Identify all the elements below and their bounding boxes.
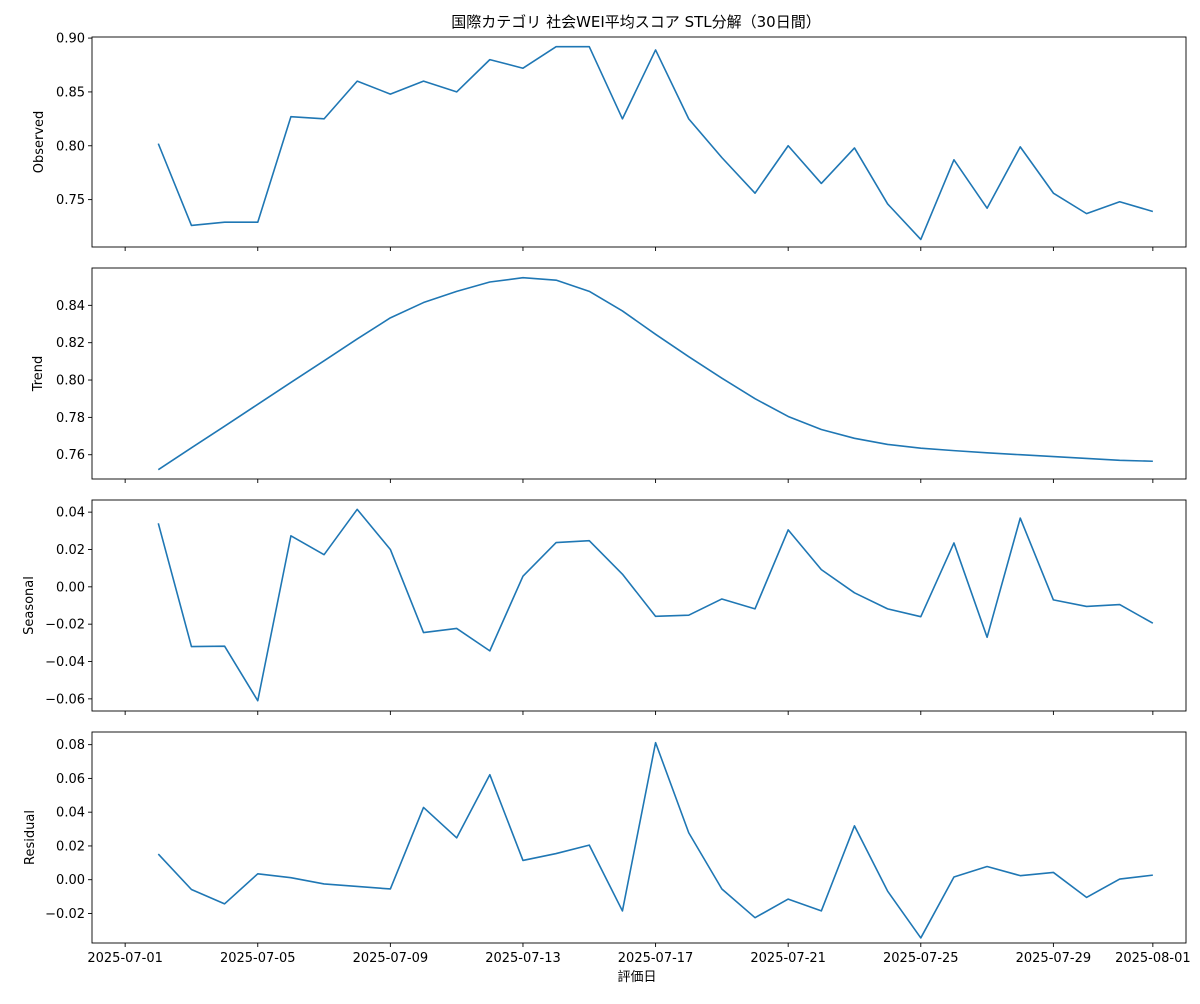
x-tick-label: 2025-08-01 xyxy=(1115,951,1191,966)
y-tick-label: −0.04 xyxy=(45,655,85,670)
series-line-observed xyxy=(157,45,1154,241)
panel-residual: 0.08 0.06 0.04 0.02 0.00 −0.02 Residual xyxy=(23,731,1187,947)
y-tick-label: 0.85 xyxy=(56,85,85,100)
panel-trend: 0.76 0.78 0.80 0.82 0.84 Trend xyxy=(31,267,1187,483)
series-line-residual xyxy=(157,741,1153,939)
x-tick-label: 2025-07-21 xyxy=(750,951,826,966)
panel-seasonal: 0.04 0.02 0.00 −0.02 −0.04 −0.06 Seasonal xyxy=(22,499,1187,715)
x-tick-label: 2025-07-13 xyxy=(485,951,561,966)
y-tick-label: 0.82 xyxy=(56,336,85,351)
y-axis-title: Residual xyxy=(23,810,38,865)
y-tick-label: 0.06 xyxy=(56,772,85,787)
y-tick-label: 0.76 xyxy=(56,448,85,463)
y-tick-label: 0.80 xyxy=(56,139,85,154)
y-tick-label: 0.75 xyxy=(56,193,85,208)
panels-group: 0.75 0.80 0.85 0.90 Observed 0.76 0.78 0.80 0.82… xyxy=(22,32,1191,966)
y-tick-label: 0.84 xyxy=(56,299,85,314)
y-tick-label: 0.80 xyxy=(56,374,85,389)
y-tick-label: 0.00 xyxy=(56,873,85,888)
panel-observed: 0.75 0.80 0.85 0.90 Observed xyxy=(32,32,1187,251)
y-axis-title: Trend xyxy=(31,356,46,393)
y-tick-label: −0.06 xyxy=(45,692,85,707)
y-tick-label: 0.02 xyxy=(56,543,85,558)
y-axis-title: Seasonal xyxy=(22,576,37,635)
x-tick-label: 2025-07-25 xyxy=(883,951,959,966)
y-tick-label: −0.02 xyxy=(45,618,85,633)
x-tick-label: 2025-07-17 xyxy=(618,951,694,966)
x-tick-label: 2025-07-01 xyxy=(87,951,163,966)
y-axis-title: Observed xyxy=(32,111,47,174)
y-tick-label: 0.90 xyxy=(56,32,85,47)
panel-frame xyxy=(91,731,1187,944)
panel-frame xyxy=(91,36,1187,248)
y-tick-label: −0.02 xyxy=(45,907,85,922)
x-tick-label: 2025-07-09 xyxy=(353,951,429,966)
panel-frame xyxy=(91,267,1187,480)
y-tick-label: 0.78 xyxy=(56,411,85,426)
y-tick-label: 0.04 xyxy=(56,506,85,521)
chart-title: 国際カテゴリ 社会WEI平均スコア STL分解（30日間） xyxy=(451,13,820,31)
y-tick-label: 0.02 xyxy=(56,839,85,854)
y-tick-label: 0.00 xyxy=(56,580,85,595)
series-line-trend xyxy=(157,276,1153,471)
x-axis-title: 評価日 xyxy=(617,970,656,985)
series-line-seasonal xyxy=(157,508,1154,702)
y-tick-label: 0.04 xyxy=(56,806,85,821)
panel-frame xyxy=(91,499,1187,712)
x-tick-label: 2025-07-29 xyxy=(1016,951,1092,966)
y-tick-label: 0.08 xyxy=(56,738,85,753)
x-tick-label: 2025-07-05 xyxy=(220,951,296,966)
x-axis-labels: 2025-07-01 2025-07-05 2025-07-09 2025-07-13… xyxy=(87,951,1190,966)
